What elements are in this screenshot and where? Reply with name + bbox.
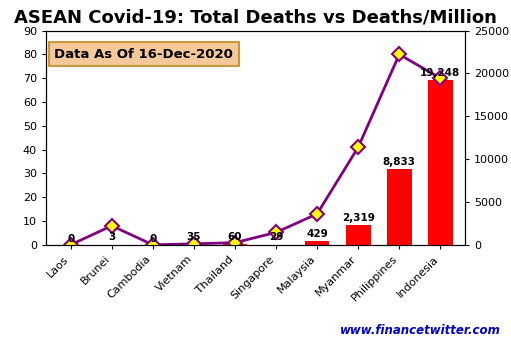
Text: www.financetwitter.com: www.financetwitter.com	[340, 324, 501, 337]
Bar	[305, 241, 330, 245]
Title: ASEAN Covid-19: Total Deaths vs Deaths/Million: ASEAN Covid-19: Total Deaths vs Deaths/M…	[14, 8, 497, 26]
Bar	[223, 244, 247, 245]
Text: 0: 0	[149, 234, 156, 243]
Text: 19,248: 19,248	[420, 68, 460, 78]
Bar	[428, 80, 453, 245]
Text: 35: 35	[187, 232, 201, 242]
Text: 3: 3	[108, 233, 115, 242]
Text: 2,319: 2,319	[342, 212, 375, 223]
Bar	[346, 225, 370, 245]
Text: 0: 0	[67, 234, 74, 243]
Text: Data As Of 16-Dec-2020: Data As Of 16-Dec-2020	[54, 48, 233, 61]
Text: 8,833: 8,833	[383, 157, 416, 167]
Bar	[387, 169, 411, 245]
Text: 60: 60	[228, 232, 242, 242]
Text: 429: 429	[306, 229, 328, 239]
Text: 29: 29	[269, 232, 283, 242]
